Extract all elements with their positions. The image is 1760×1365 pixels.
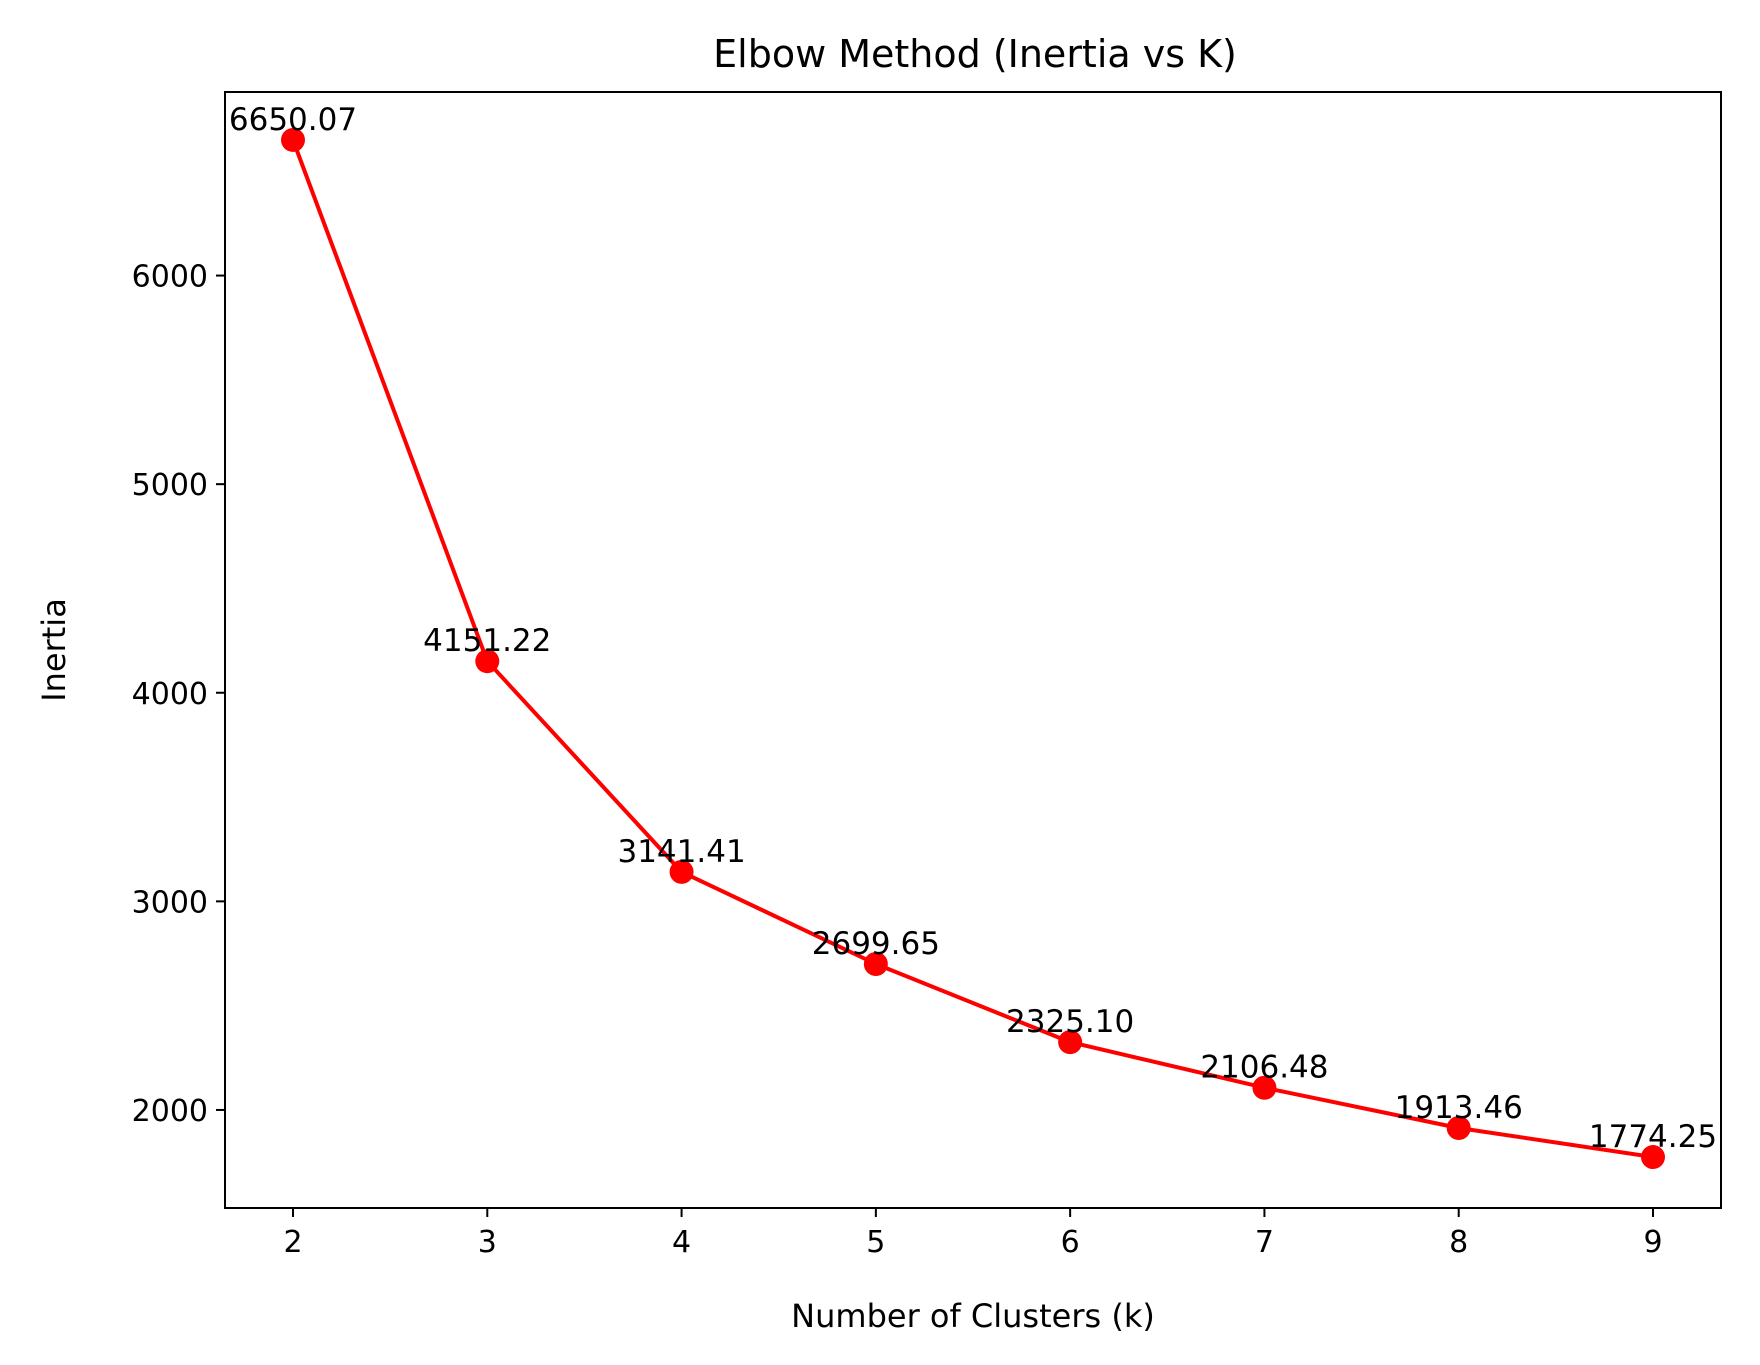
data-point xyxy=(863,952,888,977)
data-point xyxy=(281,127,305,152)
x-tick-label: 3 xyxy=(478,1225,497,1260)
x-tick-label: 9 xyxy=(1643,1225,1662,1260)
y-axis-ticks: 2000 3000 4000 5000 6000 xyxy=(132,260,225,1129)
y-axis-label: Inertia xyxy=(35,598,73,702)
data-point xyxy=(1252,1075,1277,1100)
data-point xyxy=(1058,1030,1083,1055)
data-point xyxy=(1641,1145,1665,1170)
data-label: 2325.10 xyxy=(1006,1004,1134,1040)
data-label: 2699.65 xyxy=(812,926,940,962)
x-tick-label: 4 xyxy=(672,1225,691,1260)
data-point xyxy=(475,649,500,674)
y-tick-label: 6000 xyxy=(132,260,208,295)
data-label: 3141.41 xyxy=(617,834,745,870)
plot-frame xyxy=(224,91,1722,1209)
data-label: 6650.07 xyxy=(229,102,357,138)
series-line xyxy=(291,139,1654,1159)
data-label: 4151.22 xyxy=(423,623,551,659)
data-label: 2106.48 xyxy=(1200,1050,1328,1086)
y-tick-label: 4000 xyxy=(132,677,208,712)
x-tick-label: 8 xyxy=(1449,1225,1468,1260)
data-label: 1913.46 xyxy=(1395,1090,1523,1126)
x-axis-ticks: 2 3 4 5 6 7 8 9 xyxy=(283,1208,1663,1260)
x-tick-label: 5 xyxy=(866,1225,885,1260)
y-tick-label: 5000 xyxy=(132,468,208,503)
x-axis-label: Number of Clusters (k) xyxy=(791,1297,1155,1335)
x-tick-label: 6 xyxy=(1061,1225,1080,1260)
series-group xyxy=(281,127,1665,1170)
plot-area: 2 3 4 5 6 7 8 9 2000 3000 4000 5000 6000 6650.07 415… xyxy=(132,91,1722,1260)
x-tick-label: 2 xyxy=(283,1225,302,1260)
y-tick-label: 2000 xyxy=(132,1094,208,1129)
x-tick-label: 7 xyxy=(1255,1225,1274,1260)
chart-title: Elbow Method (Inertia vs K) xyxy=(713,32,1237,76)
data-point xyxy=(669,859,694,884)
data-point xyxy=(1446,1116,1471,1141)
y-tick-label: 3000 xyxy=(132,885,208,920)
data-label: 1774.25 xyxy=(1589,1119,1717,1155)
data-labels-group: 6650.07 4151.22 3141.41 2699.65 2325.10 2106.… xyxy=(229,102,1717,1155)
